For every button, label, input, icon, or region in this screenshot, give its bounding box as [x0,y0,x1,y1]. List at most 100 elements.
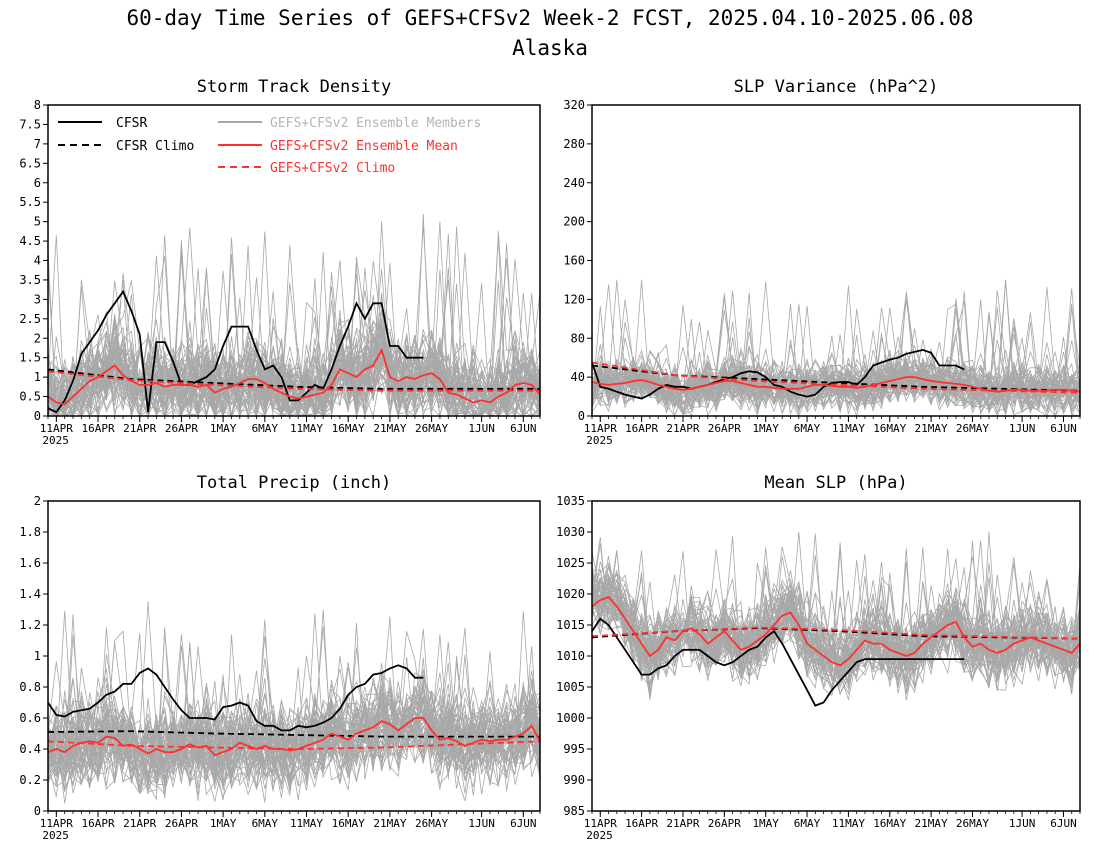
chart-panel-4: Mean SLP (hPa) 985 990 995 1000 1005 1010 1015 1… [556,473,1081,842]
series-line-gefs-cfsv2-ensemble-mean [591,596,1081,667]
y-tick-label: 4.5 [19,234,41,248]
legend-label-mean: GEFS+CFSv2 Ensemble Mean [270,139,458,154]
x-year-label: 2025 [42,434,69,447]
x-tick-label: 21APR [666,817,699,830]
x-tick-label: 21MAY [915,817,948,830]
y-tick-label: 280 [563,137,585,151]
y-tick-label: 1.8 [19,525,41,539]
x-tick-label: 11MAY [832,422,865,435]
y-tick-label: 2 [34,331,41,345]
series-line-gefs-cfsv2-climo [47,370,540,392]
y-tick-label: 0.4 [19,742,41,756]
x-tick-label: 1JUN [468,422,495,435]
y-tick-label: 6.5 [19,156,41,170]
ensemble-member-line [47,254,541,418]
x-tick-label: 16MAY [332,817,365,830]
y-tick-label: 1.4 [19,587,41,601]
y-tick-label: 1010 [556,649,585,663]
y-tick-label: 0 [34,409,41,423]
x-tick-label: 11APR [584,817,617,830]
series-line-gefs-cfsv2-ensemble-mean [591,376,1081,393]
x-tick-label: 11APR [584,422,617,435]
y-tick-label: 320 [563,98,585,112]
y-tick-label: 5 [34,215,41,229]
x-tick-label: 26APR [708,422,741,435]
ensemble-member-line [47,291,541,418]
chart-title: SLP Variance (hPa^2) [734,77,939,97]
y-tick-label: 1035 [556,494,585,508]
x-year-label: 2025 [586,434,613,447]
ensemble-member-line [591,564,1081,692]
y-tick-label: 240 [563,176,585,190]
x-tick-label: 26APR [165,817,198,830]
x-tick-label: 26MAY [956,422,989,435]
x-tick-label: 6MAY [794,817,821,830]
x-tick-label: 1JUN [1009,422,1036,435]
y-tick-label: 7 [34,137,41,151]
y-tick-label: 2 [34,494,41,508]
y-tick-label: 1025 [556,556,585,570]
ensemble-member-line [47,268,541,418]
x-tick-label: 11MAY [290,817,323,830]
x-tick-label: 1MAY [210,817,237,830]
ensemble-member-line [47,634,541,788]
y-tick-label: 120 [563,292,585,306]
ensemble-members [47,213,541,418]
y-tick-label: 3 [34,292,41,306]
y-tick-label: 160 [563,254,585,268]
x-tick-label: 16MAY [873,422,906,435]
y-tick-label: 1.5 [19,351,41,365]
x-tick-label: 6JUN [510,817,537,830]
y-tick-label: 0.8 [19,680,41,694]
x-tick-label: 21MAY [373,817,406,830]
x-year-label: 2025 [586,829,613,842]
x-tick-label: 16MAY [332,422,365,435]
x-tick-label: 1MAY [210,422,237,435]
x-tick-label: 26MAY [415,817,448,830]
ensemble-member-line [591,533,1081,687]
legend-label-climo: GEFS+CFSv2 Climo [270,161,395,176]
ensemble-member-line [591,540,1081,692]
y-tick-label: 6 [34,176,41,190]
legend: CFSR CFSR Climo GEFS+CFSv2 Ensemble Memb… [58,116,481,176]
x-tick-label: 16APR [81,422,114,435]
ensemble-member-line [591,354,1081,415]
y-tick-label: 5.5 [19,195,41,209]
y-tick-label: 0 [578,409,585,423]
x-tick-label: 1JUN [1009,817,1036,830]
ensemble-member-line [47,335,541,418]
ensemble-member-line [47,633,541,788]
y-tick-label: 1015 [556,618,585,632]
y-tick-label: 4 [34,254,41,268]
x-tick-label: 11APR [40,422,73,435]
y-tick-label: 80 [571,331,585,345]
y-tick-label: 1005 [556,680,585,694]
x-tick-label: 11MAY [832,817,865,830]
series-line-cfsr [47,289,424,414]
series-line-gefs-cfsv2-climo [47,740,541,750]
x-tick-label: 11APR [40,817,73,830]
y-tick-label: 1 [34,649,41,663]
series-line-gefs-cfsv2-ensemble-mean [47,717,541,757]
y-tick-label: 1020 [556,587,585,601]
chart-title: Total Precip (inch) [197,473,391,493]
figure-subtitle: Alaska [512,36,588,60]
legend-label-cfsr: CFSR [116,116,147,131]
ensemble-member-line [591,339,1081,413]
y-tick-label: 7.5 [19,117,41,131]
x-tick-label: 21APR [666,422,699,435]
x-tick-label: 11MAY [290,422,323,435]
x-tick-label: 6MAY [252,422,279,435]
x-tick-label: 6JUN [510,422,537,435]
series-line-cfsr [591,348,965,400]
x-tick-label: 21APR [123,817,156,830]
series-line-cfsr [47,664,424,732]
x-year-label: 2025 [42,829,69,842]
y-tick-label: 1000 [556,711,585,725]
x-tick-label: 16APR [81,817,114,830]
chart-title: Mean SLP (hPa) [764,473,907,493]
legend-label-cfsr-climo: CFSR Climo [116,139,194,154]
y-tick-label: 1.6 [19,556,41,570]
ensemble-member-line [591,548,1081,681]
